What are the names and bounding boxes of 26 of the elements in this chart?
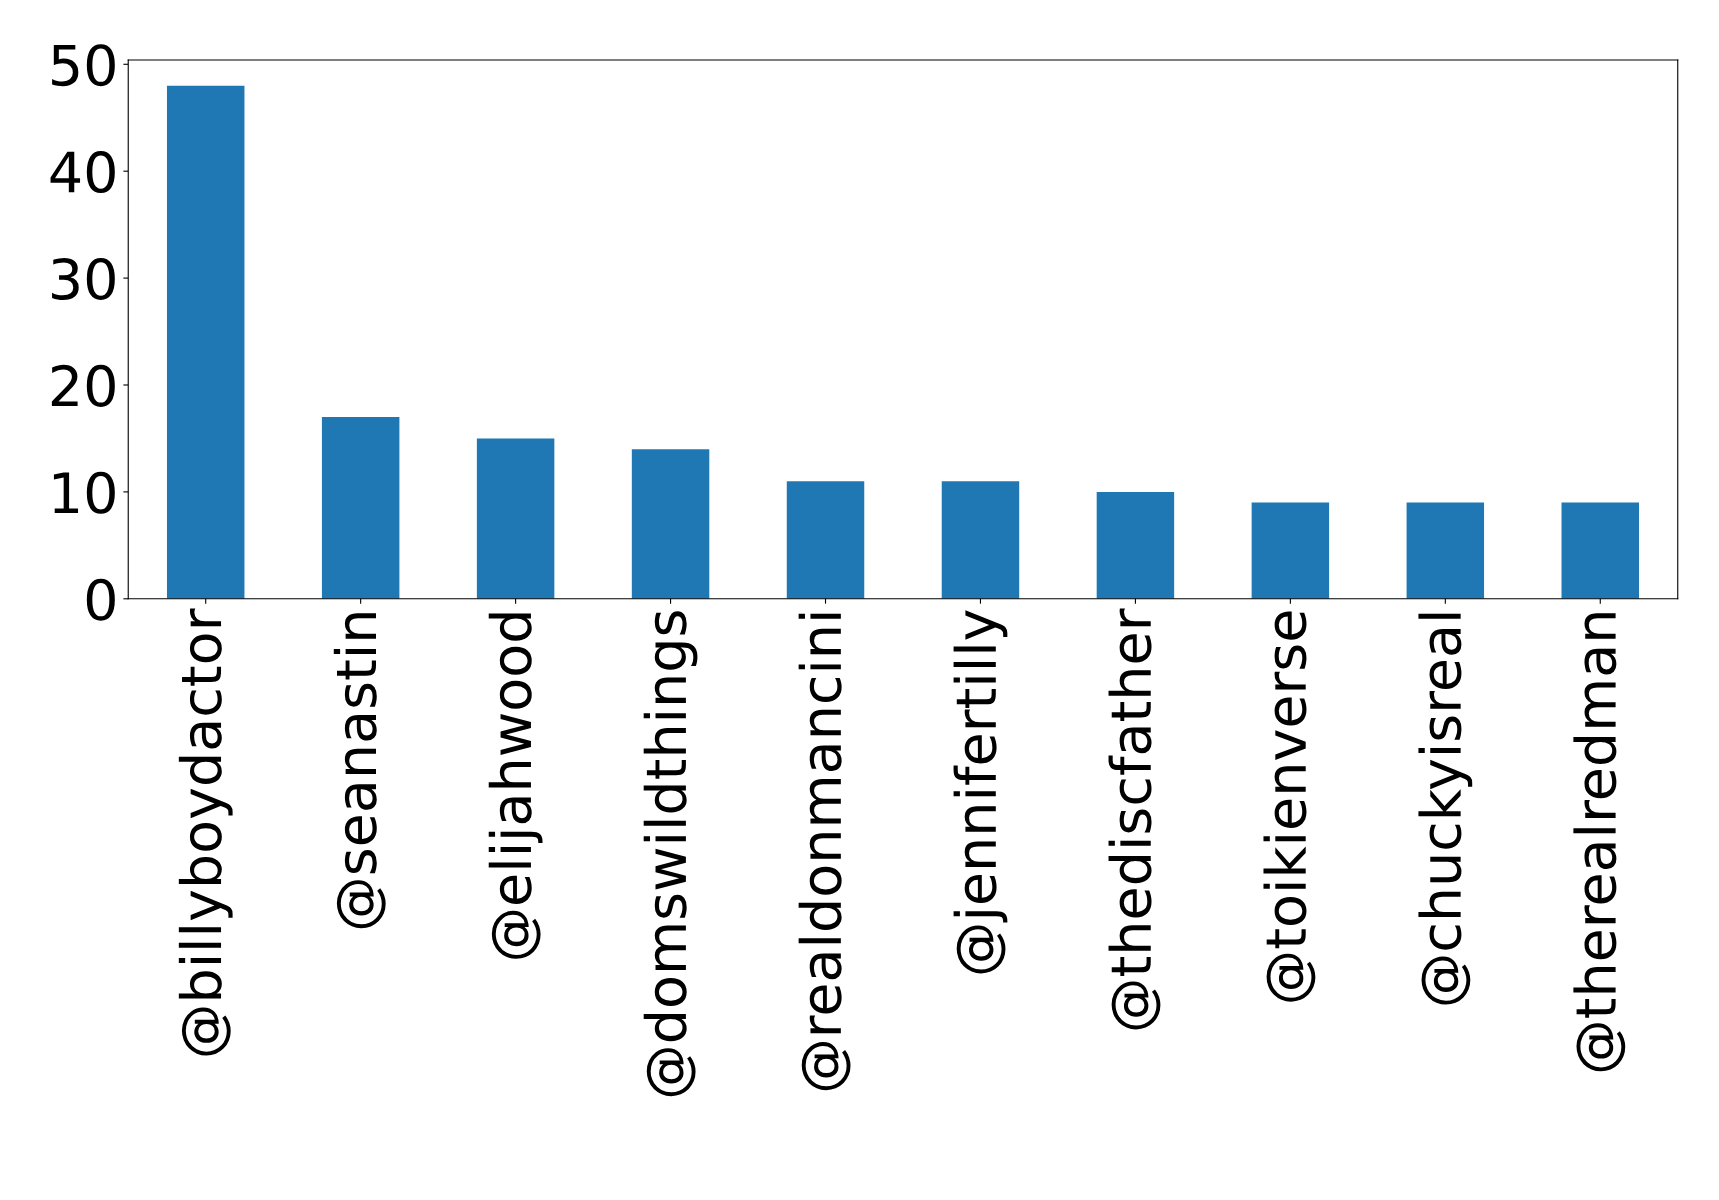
x-tick-label: @jennifertilly bbox=[953, 610, 1008, 974]
bar bbox=[1096, 491, 1175, 599]
y-tick-label: 20 bbox=[51, 364, 115, 407]
x-tick-label: @domswildthings bbox=[643, 611, 698, 1097]
x-tick-label: @toikienverse bbox=[1263, 611, 1316, 1002]
bar bbox=[1406, 502, 1485, 599]
bar bbox=[476, 438, 555, 599]
y-tick-label: 10 bbox=[53, 471, 115, 514]
x-tick-label: @chuckyisreal bbox=[1418, 613, 1473, 1005]
y-tick-label: 0 bbox=[86, 578, 115, 621]
bar bbox=[631, 449, 710, 599]
bar bbox=[321, 417, 400, 599]
x-tick-label: @seanastin bbox=[333, 613, 386, 929]
bar bbox=[1561, 502, 1640, 599]
x-tick-label: @thediscfather bbox=[1108, 608, 1161, 1030]
y-tick-label: 50 bbox=[52, 44, 115, 87]
bar bbox=[941, 481, 1020, 599]
y-tick-label: 30 bbox=[52, 257, 115, 300]
x-tick-label: @realdonmancini bbox=[798, 613, 851, 1091]
bar bbox=[786, 481, 865, 599]
bar bbox=[1251, 502, 1330, 599]
bar bbox=[166, 85, 245, 599]
x-tick-label: @therealredman bbox=[1573, 613, 1626, 1072]
y-tick-label: 40 bbox=[50, 151, 115, 194]
x-tick-label: @elijahwood bbox=[488, 613, 543, 959]
x-tick-label: @billyboydactor bbox=[178, 608, 233, 1056]
